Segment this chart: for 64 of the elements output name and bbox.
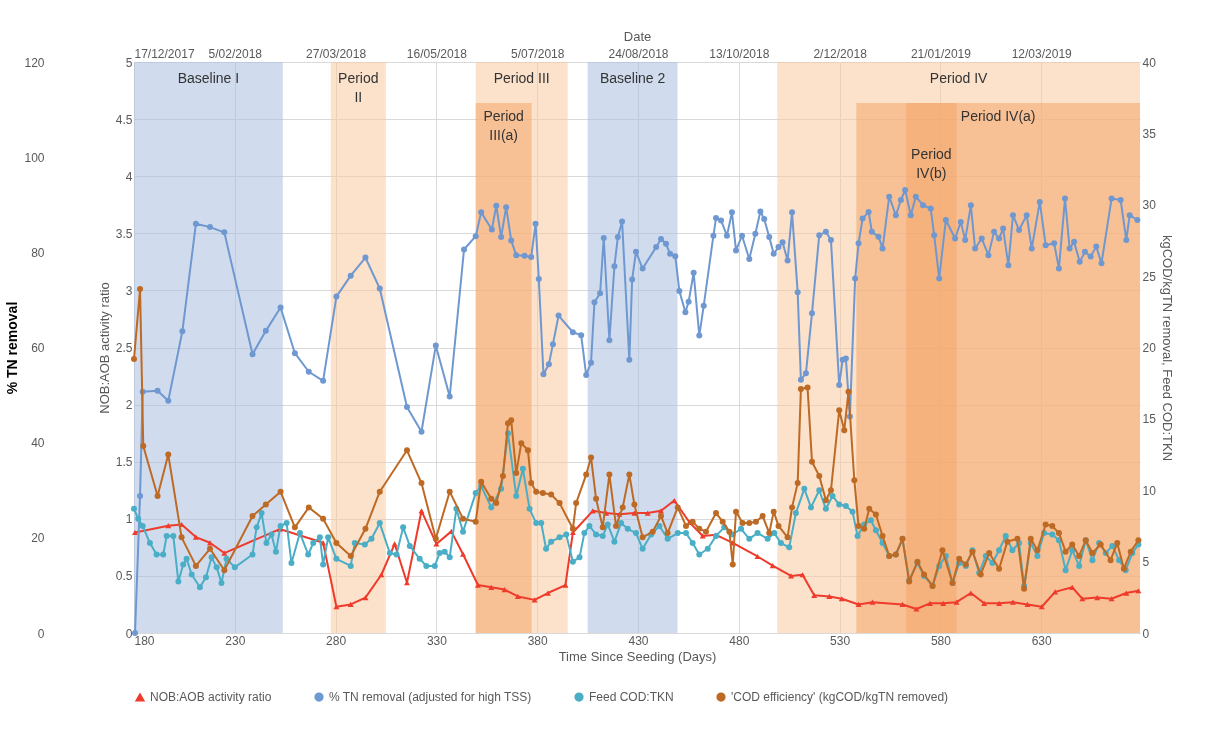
legend-label: 'COD efficiency' (kgCOD/kgTN removed)	[731, 690, 949, 705]
y3-tick-label: 4.5	[115, 112, 133, 127]
band-label: Period III	[493, 70, 550, 86]
band-label: Period II	[338, 70, 379, 105]
x-tick-label: 280	[326, 633, 347, 648]
y2-tick-label: 35	[1142, 126, 1157, 141]
x2-tick-label: 16/05/2018	[406, 46, 468, 61]
x-tick-label: 430	[628, 633, 649, 648]
y-tick-label: 80	[31, 245, 45, 260]
y-tick-label: 20	[31, 531, 45, 546]
x-tick-label: 230	[225, 633, 246, 648]
y2-axis-title: kgCOD/kgTN removal, Feed COD:TKN	[1159, 234, 1175, 462]
band-label: Period IV	[929, 70, 989, 86]
x2-tick-label: 13/10/2018	[709, 46, 770, 61]
y-tick-label: 120	[24, 55, 45, 70]
x2-tick-label: 5/02/2018	[208, 46, 263, 61]
x-tick-label: 380	[527, 633, 549, 648]
band-label: Period III(a)	[483, 108, 524, 143]
y3-tick-label: 2.5	[115, 341, 133, 355]
y3-tick-label: 0	[125, 626, 133, 641]
y3-axis-title: NOB:AOB activity ratio	[96, 282, 112, 414]
x-tick-label: 580	[930, 633, 952, 648]
y3-tick-label: 1.5	[115, 455, 133, 470]
x2-tick-label: 12/03/2019	[1011, 46, 1073, 61]
x-tick-label: 330	[426, 633, 448, 648]
y3-tick-label: 3	[125, 283, 133, 298]
x2-tick-label: 21/01/2019	[910, 46, 972, 61]
band-label: Baseline I	[177, 70, 240, 86]
band-label: Period IV(a)	[960, 108, 1036, 124]
y3-tick-label: 1	[125, 512, 133, 527]
y3-tick-label: 3.5	[115, 226, 133, 241]
y3-tick-label: 0.5	[115, 569, 133, 584]
x-tick-label: 630	[1031, 633, 1053, 648]
legend-label: % TN removal (adjusted for high TSS)	[329, 690, 532, 705]
y2-tick-label: 0	[1142, 626, 1150, 641]
y-tick-label: 100	[24, 150, 45, 165]
x-axis-title: Time Since Seeding (Days)	[558, 648, 717, 664]
y3-tick-label: 4	[125, 169, 133, 184]
x2-tick-label: 5/07/2018	[511, 46, 565, 61]
y2-tick-label: 30	[1142, 198, 1157, 213]
band-label: Baseline 2	[599, 70, 666, 86]
x2-axis-title: Date	[623, 28, 652, 44]
legend-label: Feed COD:TKN	[589, 690, 674, 705]
y2-tick-label: 5	[1142, 555, 1150, 570]
y2-tick-label: 10	[1142, 483, 1157, 498]
y3-tick-label: 2	[125, 398, 133, 413]
x-tick-label: 480	[729, 633, 750, 648]
y-axis-title: % TN removal	[4, 301, 21, 395]
x-tick-label: 530	[830, 633, 851, 648]
y3-tick-label: 5	[125, 55, 133, 70]
y-tick-label: 0	[37, 626, 45, 641]
y-tick-label: 40	[31, 436, 45, 451]
y2-tick-label: 25	[1142, 269, 1157, 284]
band-label: Period IV(b)	[911, 146, 952, 181]
legend-label: NOB:AOB activity ratio	[150, 690, 272, 705]
y2-tick-label: 20	[1142, 341, 1157, 355]
y2-tick-label: 15	[1142, 412, 1157, 427]
x2-tick-label: 27/03/2018	[306, 46, 367, 61]
y2-tick-label: 40	[1142, 55, 1157, 70]
x2-tick-label: 17/12/2017	[134, 46, 195, 61]
x2-tick-label: 2/12/2018	[813, 46, 868, 61]
x2-tick-label: 24/08/2018	[608, 46, 669, 61]
x-tick-label: 180	[134, 633, 155, 648]
y-tick-label: 60	[31, 341, 45, 355]
